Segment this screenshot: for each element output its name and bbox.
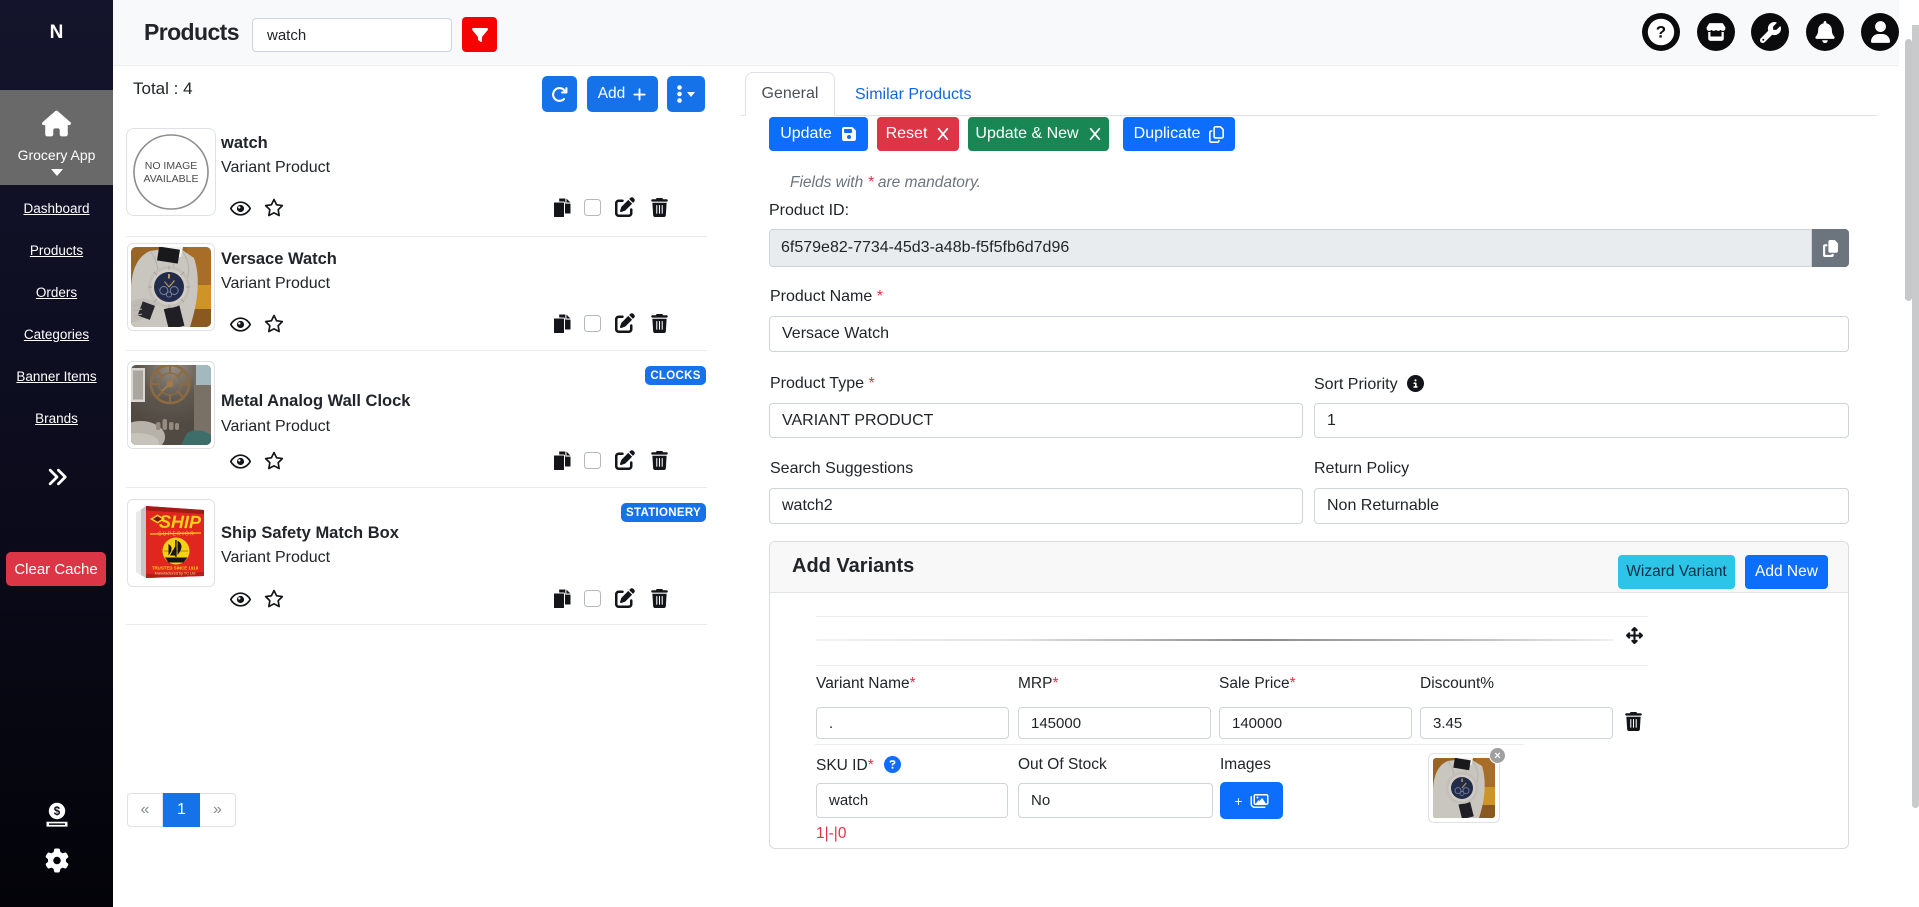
- svg-text:TRUSTED SINCE 1919: TRUSTED SINCE 1919: [152, 566, 199, 571]
- svg-text:?: ?: [1656, 23, 1666, 42]
- svg-text:Manufactured by TC Ltd: Manufactured by TC Ltd: [155, 572, 196, 576]
- svg-text:$: $: [54, 806, 61, 818]
- svg-text:S U P E R I O R: S U P E R I O R: [158, 532, 194, 538]
- svg-text:NO IMAGE: NO IMAGE: [145, 160, 198, 172]
- svg-text:AVAILABLE: AVAILABLE: [143, 173, 198, 185]
- svg-text:SHIP: SHIP: [159, 512, 202, 533]
